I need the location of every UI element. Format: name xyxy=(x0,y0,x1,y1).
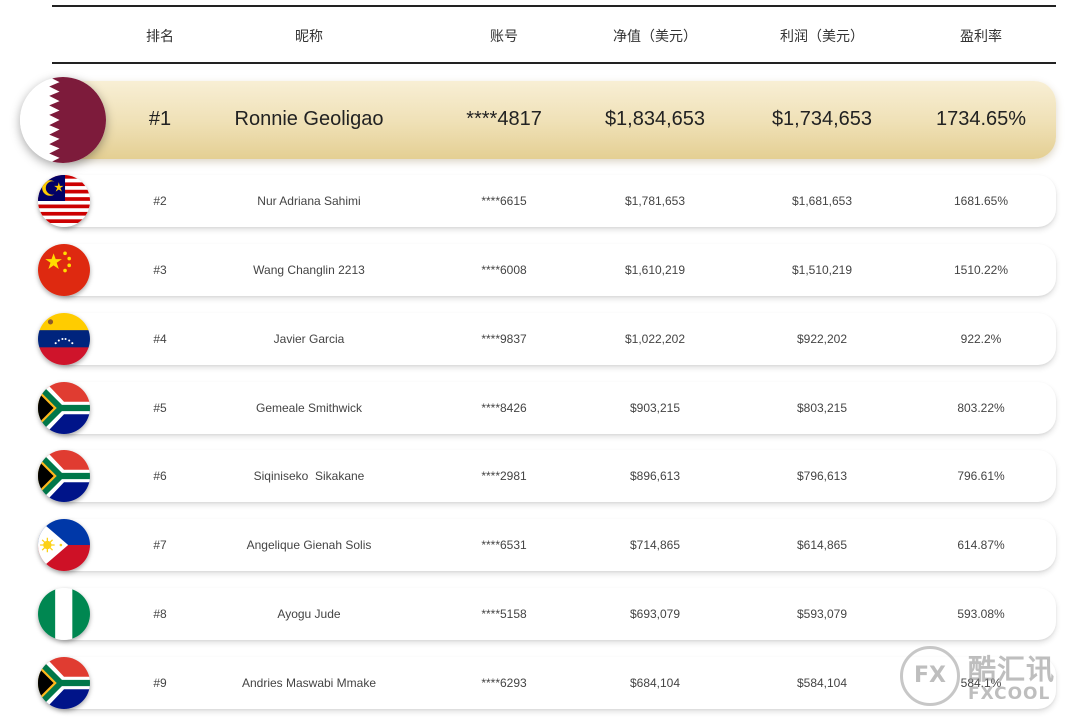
profit: $796,613 xyxy=(796,469,848,483)
profit: $584,104 xyxy=(796,676,848,690)
account: ****5158 xyxy=(481,607,527,621)
net-value: $1,610,219 xyxy=(624,263,686,277)
row-background xyxy=(52,313,1056,365)
profit-rate: 584.1% xyxy=(960,676,1002,690)
profit-rate: 922.2% xyxy=(960,332,1002,346)
south-africa-flag-icon xyxy=(38,382,90,434)
header-bottom-rule xyxy=(52,62,1056,64)
net-value: $903,215 xyxy=(629,401,681,415)
row-background xyxy=(52,244,1056,296)
account: ****6008 xyxy=(481,263,527,277)
malaysia-flag-icon xyxy=(38,175,90,227)
profit: $593,079 xyxy=(796,607,848,621)
profit-rate: 593.08% xyxy=(957,607,1005,621)
net-value: $1,781,653 xyxy=(624,194,686,208)
profit-rate: 1734.65% xyxy=(935,108,1027,130)
net-value: $714,865 xyxy=(629,538,681,552)
nickname: Ronnie Geoligao xyxy=(234,108,384,130)
account: ****6531 xyxy=(481,538,527,552)
venezuela-flag-icon xyxy=(38,313,90,365)
row-background xyxy=(52,519,1056,571)
account: ****8426 xyxy=(481,401,527,415)
south-africa-flag-icon xyxy=(38,657,90,709)
rank: #8 xyxy=(153,607,167,621)
header-top-rule xyxy=(52,5,1056,7)
row-background xyxy=(52,81,1056,159)
net-value: $1,834,653 xyxy=(604,108,706,130)
rank: #6 xyxy=(153,469,167,483)
nickname: Nur Adriana Sahimi xyxy=(257,194,361,208)
row-background xyxy=(52,588,1056,640)
row-background xyxy=(52,657,1056,709)
nickname: Andries Maswabi Mmake xyxy=(241,676,377,690)
profit: $803,215 xyxy=(796,401,848,415)
rank: #7 xyxy=(153,538,167,552)
profit-rate: 1510.22% xyxy=(953,263,1009,277)
net-value: $684,104 xyxy=(629,676,681,690)
south-africa-flag-icon xyxy=(38,450,90,502)
net-value: $1,022,202 xyxy=(624,332,686,346)
nickname: Wang Changlin 2213 xyxy=(253,263,365,277)
header-net-value: 净值（美元） xyxy=(613,28,697,44)
profit-rate: 1681.65% xyxy=(953,194,1009,208)
row-background xyxy=(52,382,1056,434)
profit: $1,681,653 xyxy=(791,194,853,208)
rank: #4 xyxy=(153,332,167,346)
profit-rate: 614.87% xyxy=(957,538,1005,552)
header-profit: 利润（美元） xyxy=(780,28,864,44)
profit: $614,865 xyxy=(796,538,848,552)
header-account: 账号 xyxy=(490,28,518,44)
nigeria-flag-icon xyxy=(38,588,90,640)
profit-rate: 796.61% xyxy=(957,469,1005,483)
nickname: Siqiniseko Sikakane xyxy=(253,469,365,483)
nickname: Gemeale Smithwick xyxy=(255,401,363,415)
header-nickname: 昵称 xyxy=(295,28,323,44)
profit: $1,734,653 xyxy=(771,108,873,130)
header-profit-rate: 盈利率 xyxy=(960,28,1002,44)
rank: #9 xyxy=(153,676,167,690)
rank: #1 xyxy=(148,108,172,130)
china-flag-icon xyxy=(38,244,90,296)
philippines-flag-icon xyxy=(38,519,90,571)
profit: $922,202 xyxy=(796,332,848,346)
account: ****2981 xyxy=(481,469,527,483)
account: ****4817 xyxy=(466,108,542,130)
nickname: Javier Garcia xyxy=(273,332,345,346)
account: ****9837 xyxy=(481,332,527,346)
rank: #2 xyxy=(153,194,167,208)
nickname: Ayogu Jude xyxy=(277,607,341,621)
header-rank: 排名 xyxy=(146,28,174,44)
profit-rate: 803.22% xyxy=(957,401,1005,415)
nickname: Angelique Gienah Solis xyxy=(246,538,372,552)
rank: #3 xyxy=(153,263,167,277)
row-background xyxy=(52,450,1056,502)
account: ****6615 xyxy=(481,194,527,208)
net-value: $693,079 xyxy=(629,607,681,621)
qatar-flag-icon xyxy=(20,77,106,163)
profit: $1,510,219 xyxy=(791,263,853,277)
net-value: $896,613 xyxy=(629,469,681,483)
account: ****6293 xyxy=(481,676,527,690)
row-background xyxy=(52,175,1056,227)
rank: #5 xyxy=(153,401,167,415)
